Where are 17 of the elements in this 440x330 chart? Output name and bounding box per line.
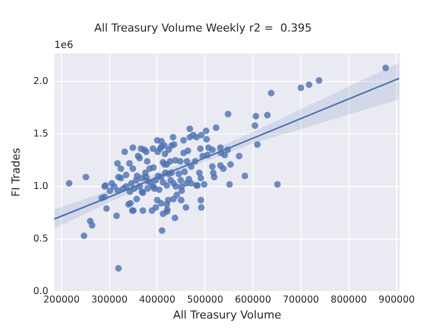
text: 1e6: [54, 40, 74, 51]
x-tick-label: 300000: [91, 294, 128, 306]
x-tick-label: 900000: [378, 294, 415, 306]
y-tick-label: 1.0: [33, 180, 48, 192]
x-tick-label: 500000: [186, 294, 224, 306]
x-tick-label: 800000: [330, 294, 367, 306]
y-tick-label: 1.5: [33, 128, 48, 140]
x-tick-label: 400000: [139, 294, 176, 306]
y-tick-label: 0.5: [33, 233, 48, 244]
x-tick-label: 700000: [282, 294, 320, 306]
y-axis-title: FI Trades: [9, 148, 22, 197]
chart-title: All Treasury Volume Weekly r2 = 0.395: [94, 21, 312, 34]
x-tick-label: 200000: [43, 294, 80, 306]
y-tick-label: 2.0: [33, 76, 48, 87]
x-axis-title: All Treasury Volume: [173, 308, 282, 322]
y-tick-label: 0.0: [33, 286, 48, 297]
x-tick-label: 600000: [234, 294, 272, 306]
